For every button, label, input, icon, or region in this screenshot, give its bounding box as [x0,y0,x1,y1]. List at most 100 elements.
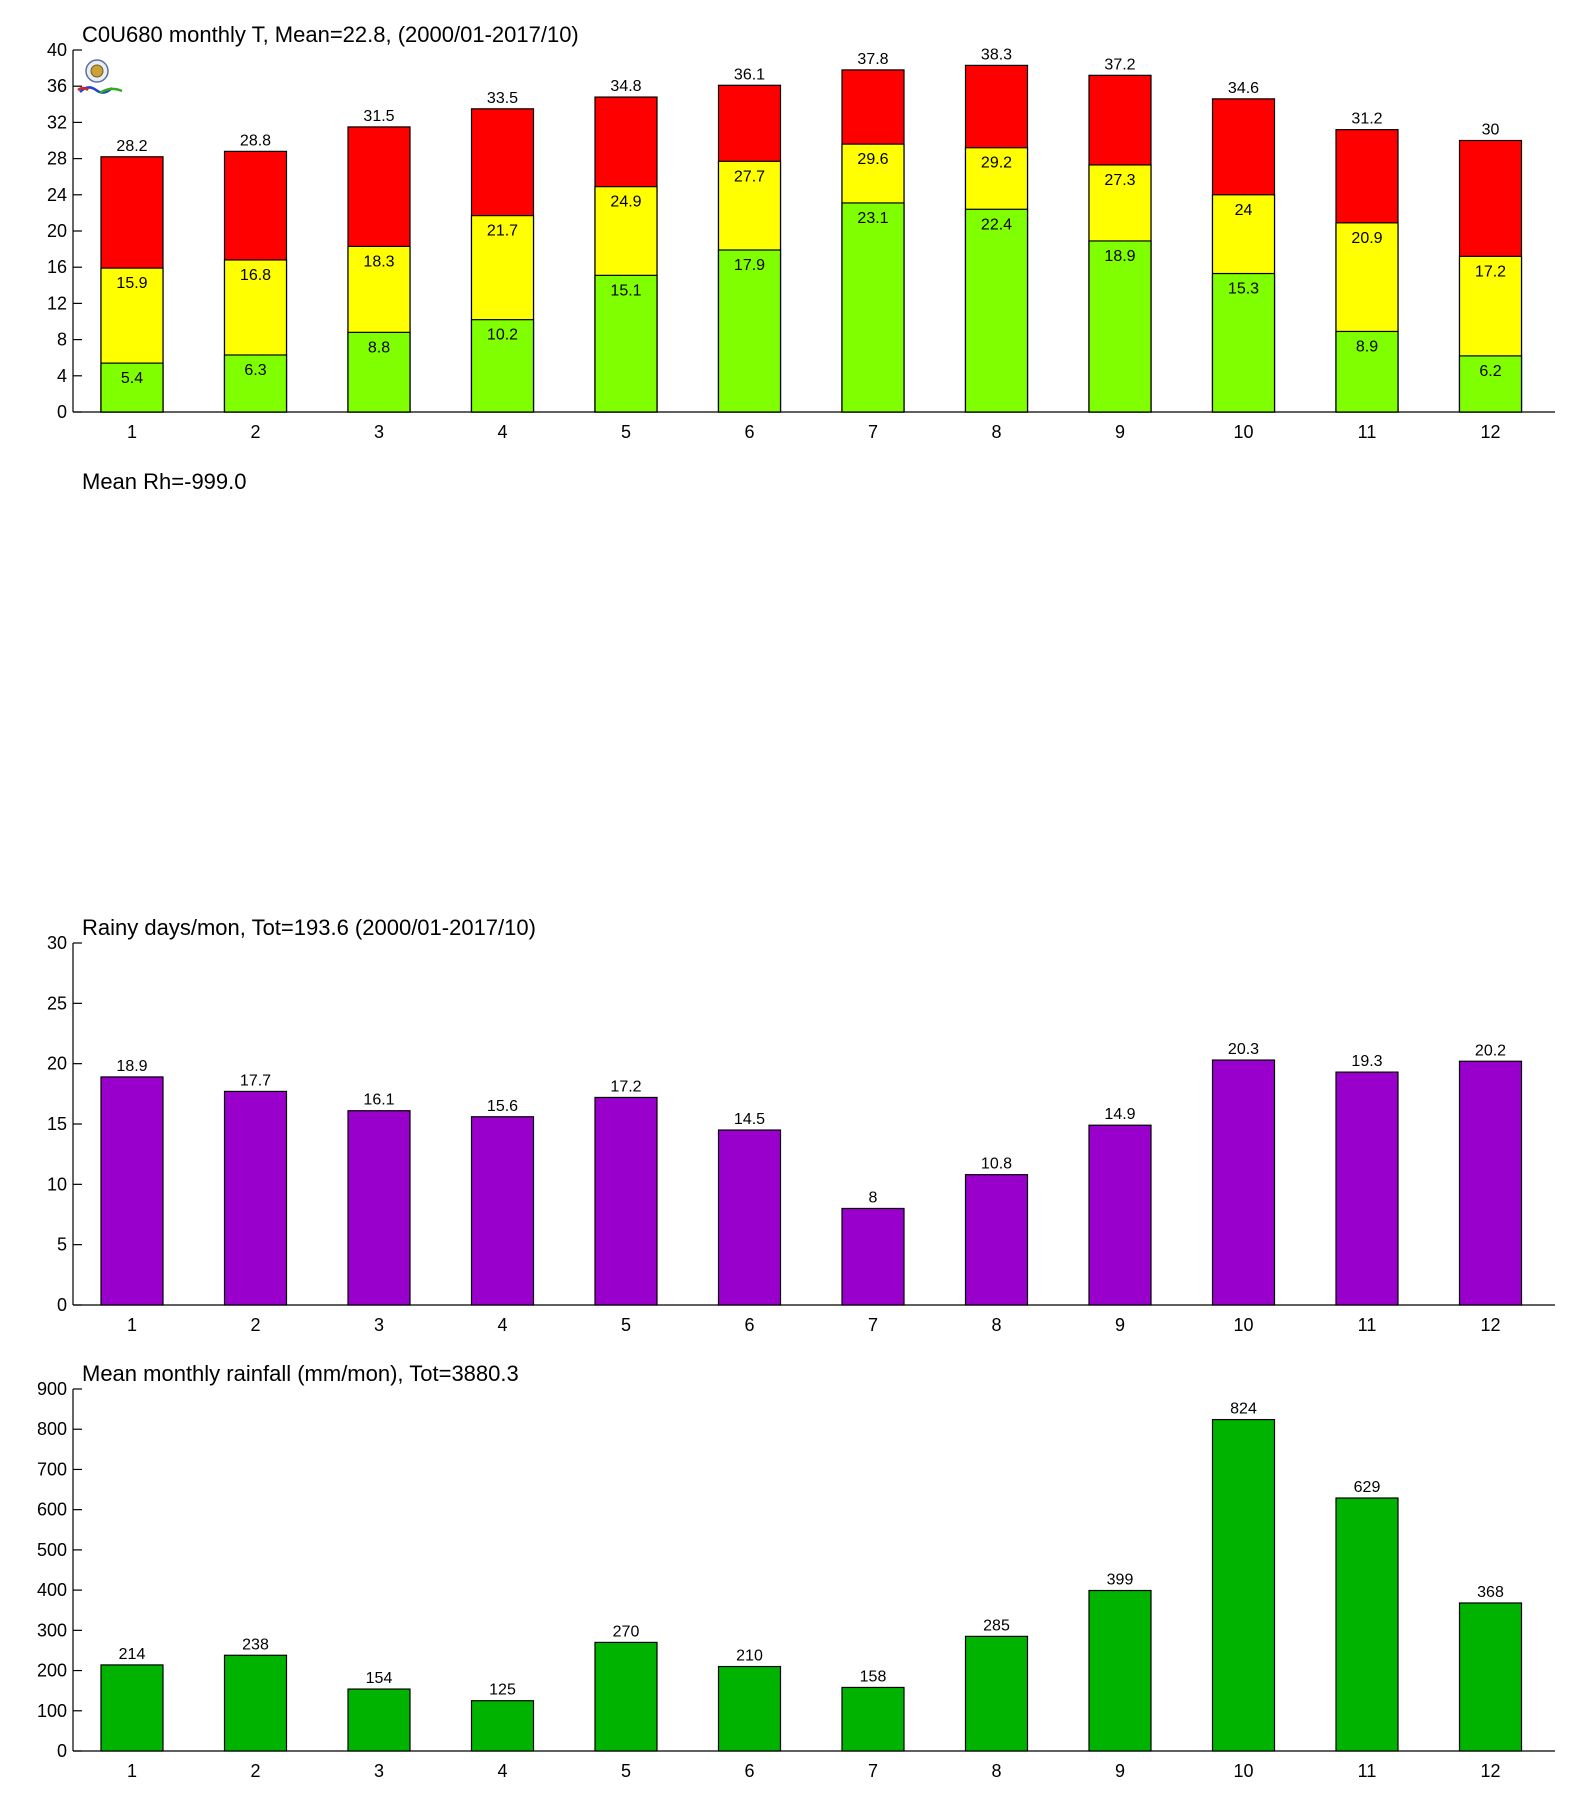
x-tick-label: 11 [1358,1761,1377,1781]
bar [1335,330,1399,413]
data-label: 34.8 [610,78,641,95]
data-label: 17.7 [240,1072,271,1089]
y-tick-label: 28 [47,149,67,169]
bar [1458,1060,1523,1306]
data-label: 6.3 [244,362,266,379]
data-label: 15.6 [487,1098,518,1115]
bar [100,1664,164,1752]
y-tick-label: 25 [47,993,67,1013]
data-label: 38.3 [981,46,1012,63]
data-label: 34.6 [1228,80,1259,97]
data-label: 21.7 [487,223,518,240]
chart-panel-3: Rainy days/mon, Tot=193.6 (2000/01-2017/… [47,915,1555,1335]
data-label: 399 [1107,1572,1134,1589]
x-tick-label: 2 [250,422,260,442]
chart-panel-4: Mean monthly rainfall (mm/mon), Tot=3880… [37,1361,1555,1781]
data-label: 27.3 [1104,172,1135,189]
bar [717,1665,782,1752]
x-tick-label: 12 [1480,422,1500,442]
x-tick-label: 4 [497,1761,507,1781]
x-tick-label: 4 [497,1315,507,1335]
data-label: 36.1 [734,66,765,83]
x-tick-label: 8 [991,1315,1001,1335]
data-label: 214 [119,1646,146,1663]
x-tick-label: 2 [250,1315,260,1335]
x-tick-label: 11 [1358,422,1377,442]
data-label: 29.2 [981,155,1012,172]
data-label: 24.9 [610,194,641,211]
bar [1335,1497,1399,1752]
data-label: 31.2 [1351,111,1382,128]
data-label: 17.2 [610,1078,641,1095]
y-tick-label: 30 [47,933,67,953]
bar [1088,1589,1152,1752]
chart-title: Mean Rh=-999.0 [82,469,247,494]
x-tick-label: 5 [621,1315,631,1335]
data-label: 23.1 [857,210,888,227]
data-label: 29.6 [857,151,888,168]
bar [841,1207,905,1306]
bar [964,1635,1029,1752]
data-label: 285 [983,1617,1010,1634]
data-label: 33.5 [487,90,518,107]
data-label: 10.8 [981,1156,1012,1173]
y-tick-label: 200 [37,1661,67,1681]
y-tick-label: 0 [57,402,67,422]
data-label: 8.8 [368,339,390,356]
data-label: 19.3 [1351,1053,1382,1070]
bar [1458,355,1523,413]
data-label: 27.7 [734,168,765,185]
x-tick-label: 9 [1115,1761,1125,1781]
y-tick-label: 5 [57,1235,67,1255]
data-label: 31.5 [363,108,394,125]
y-tick-label: 36 [47,76,67,96]
x-tick-label: 1 [127,1315,137,1335]
bar [1335,1071,1399,1306]
data-label: 5.4 [121,370,143,387]
bar [717,1129,782,1306]
logo-swoosh-red [77,86,89,92]
bar [964,208,1029,413]
bar [347,331,411,413]
y-tick-label: 0 [57,1295,67,1315]
chart-panel-1: C0U680 monthly T, Mean=22.8, (2000/01-20… [47,22,1555,442]
bar [964,1174,1029,1306]
bar [1458,1602,1523,1752]
bar [100,362,164,413]
chart-title: C0U680 monthly T, Mean=22.8, (2000/01-20… [82,22,579,47]
data-label: 270 [613,1623,640,1640]
bar [347,1688,411,1752]
bar [470,319,535,413]
bar [100,1076,164,1306]
y-tick-label: 300 [37,1620,67,1640]
y-tick-label: 500 [37,1540,67,1560]
chart-title: Rainy days/mon, Tot=193.6 (2000/01-2017/… [82,915,536,940]
data-label: 24 [1235,202,1253,219]
data-label: 22.4 [981,216,1012,233]
x-tick-label: 7 [868,422,878,442]
data-label: 824 [1230,1401,1257,1418]
logo-seal-inner [90,64,104,78]
x-tick-label: 10 [1233,1315,1253,1335]
data-label: 18.3 [363,253,394,270]
y-tick-label: 20 [47,1054,67,1074]
y-tick-label: 32 [47,112,67,132]
x-tick-label: 2 [250,1761,260,1781]
y-tick-label: 12 [47,293,67,313]
x-tick-label: 10 [1233,422,1253,442]
x-tick-label: 7 [868,1315,878,1335]
data-label: 238 [242,1636,269,1653]
data-label: 14.9 [1104,1106,1135,1123]
chart-panel-2: Mean Rh=-999.0 [82,469,247,494]
bar [1211,272,1276,413]
y-tick-label: 8 [57,330,67,350]
bar [594,1096,658,1306]
x-tick-label: 5 [621,422,631,442]
y-tick-label: 900 [37,1379,67,1399]
data-label: 18.9 [116,1058,147,1075]
data-label: 14.5 [734,1111,765,1128]
bar [594,274,658,413]
bar [1211,1418,1276,1752]
y-tick-label: 4 [57,366,67,386]
station-logo [77,59,123,95]
